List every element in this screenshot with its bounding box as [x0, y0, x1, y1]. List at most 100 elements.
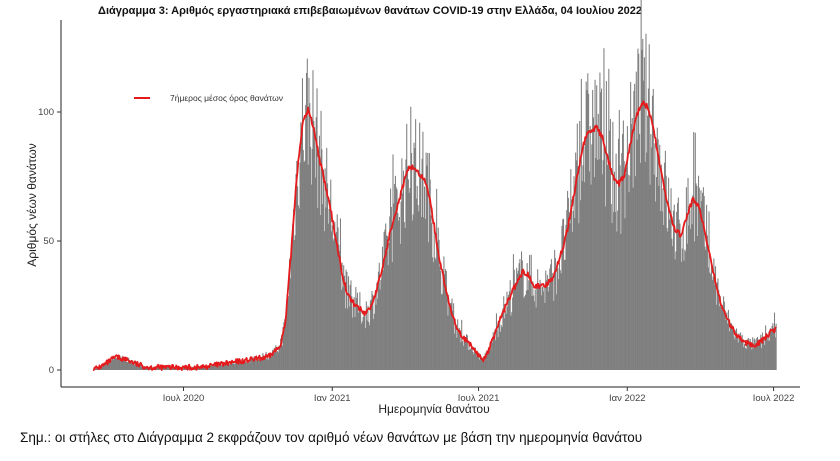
- daily-deaths-bar: [358, 310, 360, 370]
- daily-deaths-bar: [585, 81, 587, 371]
- daily-deaths-bar: [654, 143, 656, 370]
- daily-deaths-bar: [200, 366, 202, 370]
- daily-deaths-bar: [359, 292, 361, 370]
- daily-deaths-bar: [135, 364, 137, 370]
- daily-deaths-bar: [326, 147, 328, 370]
- daily-deaths-bar: [774, 337, 776, 370]
- daily-deaths-bar: [567, 190, 569, 370]
- daily-deaths-bar: [549, 268, 551, 370]
- daily-deaths-bar: [415, 119, 417, 370]
- daily-deaths-bar: [440, 270, 442, 370]
- daily-deaths-bar: [638, 53, 640, 370]
- daily-deaths-bar: [696, 185, 698, 370]
- daily-deaths-bar: [338, 244, 340, 370]
- daily-deaths-bar: [746, 343, 748, 370]
- daily-deaths-bar: [272, 350, 274, 370]
- daily-deaths-bar: [606, 164, 608, 370]
- daily-deaths-bar: [587, 73, 589, 370]
- daily-deaths-bar: [570, 169, 572, 370]
- legend-label: 7ήμερος μέσος όρος θανάτων: [170, 93, 283, 103]
- daily-deaths-bar: [430, 215, 432, 370]
- daily-deaths-bar: [659, 144, 661, 370]
- daily-deaths-bar: [678, 219, 680, 370]
- daily-deaths-bar: [641, 49, 643, 370]
- daily-deaths-bar: [742, 341, 744, 370]
- daily-deaths-bar: [455, 327, 457, 370]
- daily-deaths-bar: [731, 326, 734, 370]
- daily-deaths-bar: [767, 340, 769, 370]
- daily-deaths-bar: [693, 131, 695, 370]
- daily-deaths-bar: [221, 363, 223, 370]
- daily-deaths-bar: [558, 263, 561, 370]
- daily-deaths-bar: [751, 349, 753, 370]
- daily-deaths-bar: [711, 279, 713, 370]
- y-tick-label: 100: [38, 107, 54, 118]
- daily-deaths-bar: [102, 364, 104, 370]
- daily-deaths-bar: [720, 306, 722, 370]
- daily-deaths-bar: [410, 106, 412, 371]
- daily-deaths-bar: [376, 282, 378, 370]
- daily-deaths-bar: [579, 121, 581, 371]
- daily-deaths-bar: [168, 367, 170, 370]
- daily-deaths-bar: [296, 160, 298, 370]
- daily-deaths-bar: [701, 201, 703, 370]
- daily-deaths-bar: [596, 159, 599, 370]
- daily-deaths-bars: [93, 0, 777, 371]
- daily-deaths-bar: [681, 261, 683, 370]
- daily-deaths-bar: [107, 362, 109, 370]
- daily-deaths-bar: [273, 348, 275, 370]
- daily-deaths-bar: [277, 352, 279, 370]
- daily-deaths-bar: [305, 104, 307, 370]
- daily-deaths-bar: [272, 349, 274, 370]
- daily-deaths-bar: [491, 342, 493, 370]
- daily-deaths-bar: [297, 186, 299, 370]
- daily-deaths-bar: [493, 338, 495, 370]
- daily-deaths-bar: [242, 358, 244, 370]
- daily-deaths-bar: [348, 306, 350, 370]
- daily-deaths-bar: [710, 274, 712, 370]
- y-tick-label: 50: [43, 236, 54, 247]
- daily-deaths-bar: [419, 173, 422, 370]
- daily-deaths-bar: [435, 259, 437, 370]
- daily-deaths-bar: [773, 327, 775, 370]
- daily-deaths-bar: [336, 214, 338, 370]
- daily-deaths-bar: [503, 296, 505, 370]
- daily-deaths-bar: [228, 362, 230, 370]
- daily-deaths-bar: [611, 223, 613, 370]
- daily-deaths-bar: [293, 240, 295, 370]
- daily-deaths-bar: [384, 229, 386, 370]
- daily-deaths-bar: [665, 175, 667, 370]
- daily-deaths-bar: [411, 152, 413, 370]
- daily-deaths-bar: [402, 193, 404, 370]
- daily-deaths-bar: [363, 311, 365, 370]
- daily-deaths-bar: [397, 213, 399, 370]
- daily-deaths-bar: [369, 325, 371, 370]
- daily-deaths-bar: [507, 306, 509, 370]
- daily-deaths-bar: [427, 152, 429, 370]
- daily-deaths-bar: [163, 367, 165, 370]
- daily-deaths-bar: [417, 205, 419, 370]
- daily-deaths-bar: [233, 363, 235, 370]
- daily-deaths-bar: [682, 228, 684, 370]
- daily-deaths-bar: [685, 187, 687, 370]
- daily-deaths-bar: [555, 294, 557, 370]
- daily-deaths-bar: [252, 360, 254, 370]
- daily-deaths-bar: [571, 231, 573, 370]
- daily-deaths-bar: [381, 277, 383, 370]
- daily-deaths-bar: [364, 313, 366, 370]
- daily-deaths-bar: [275, 345, 277, 370]
- daily-deaths-bar: [504, 310, 506, 370]
- daily-deaths-bar: [117, 356, 119, 370]
- daily-deaths-bar: [764, 344, 766, 370]
- daily-deaths-bar: [335, 232, 337, 370]
- daily-deaths-bar: [322, 169, 325, 370]
- daily-deaths-bar: [601, 88, 603, 370]
- daily-deaths-bar: [504, 318, 506, 370]
- daily-deaths-bar: [364, 328, 367, 370]
- daily-deaths-bar: [588, 171, 590, 370]
- daily-deaths-bar: [105, 362, 107, 370]
- daily-deaths-bar: [631, 118, 633, 370]
- daily-deaths-bar: [727, 323, 729, 370]
- daily-deaths-bar: [415, 198, 417, 370]
- daily-deaths-bar: [563, 218, 565, 370]
